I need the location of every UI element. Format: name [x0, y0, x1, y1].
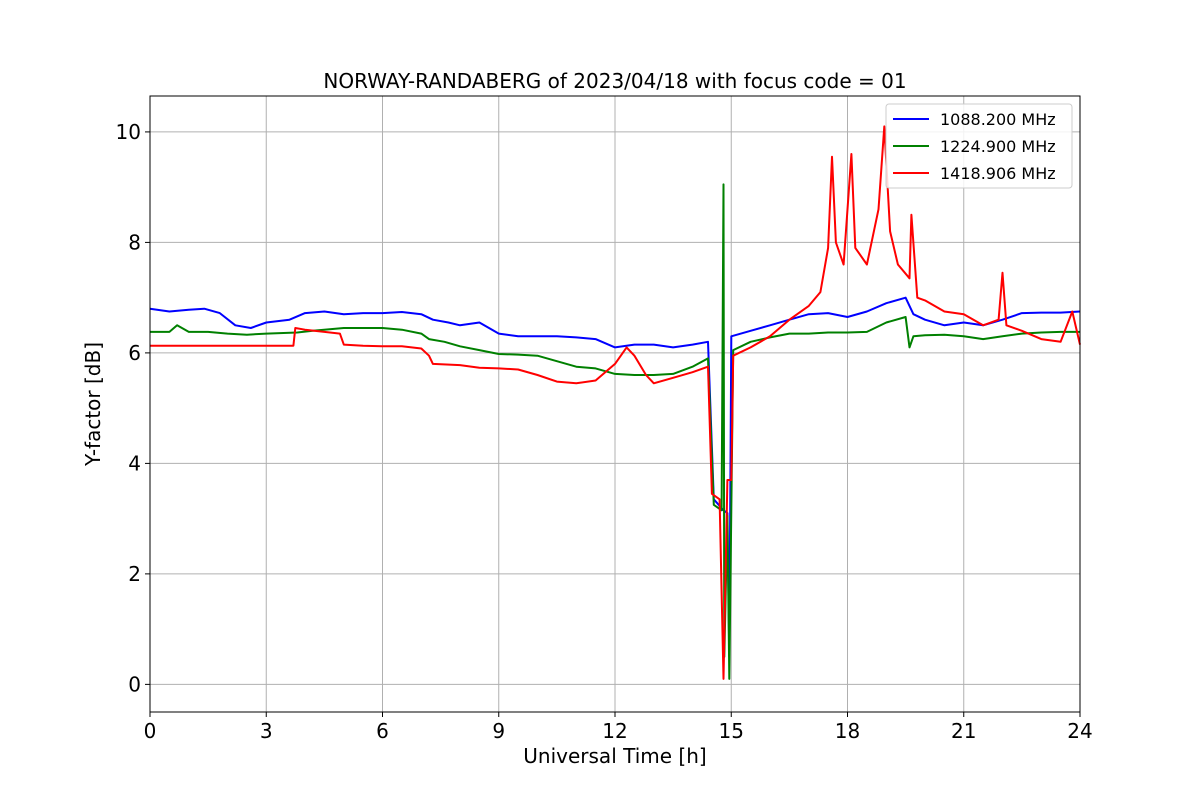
legend-box [885, 103, 1073, 189]
x-tick-label: 18 [835, 719, 860, 743]
series-group [149, 125, 1081, 680]
chart-title: NORWAY-RANDABERG of 2023/04/18 with focu… [323, 69, 906, 93]
x-tick-label: 9 [492, 719, 505, 743]
y-tick-label: 8 [128, 230, 141, 254]
x-tick-label: 3 [260, 719, 273, 743]
legend: 1088.200 MHz 1224.900 MHz 1418.906 MHz [885, 103, 1073, 189]
x-tick-label: 12 [602, 719, 627, 743]
legend-label-3: 1418.906 MHz [940, 164, 1056, 183]
y-tick-label: 2 [128, 562, 141, 586]
series-line-3 [150, 125, 1081, 680]
x-tick-label: 21 [951, 719, 976, 743]
y-axis-label: Y-factor [dB] [81, 342, 105, 467]
legend-label-2: 1224.900 MHz [940, 137, 1056, 156]
x-tick-label: 24 [1067, 719, 1092, 743]
y-tick-label: 0 [128, 672, 141, 696]
series-line-1 [149, 296, 1081, 658]
x-axis-label: Universal Time [h] [523, 744, 706, 768]
series-line-2 [150, 183, 1080, 680]
y-tick-label: 6 [128, 341, 141, 365]
x-tick-label: 6 [376, 719, 389, 743]
x-tick-label: 15 [719, 719, 744, 743]
y-tick-label: 4 [128, 451, 141, 475]
legend-label-1: 1088.200 MHz [940, 110, 1056, 129]
x-tick-label: 0 [144, 719, 157, 743]
y-tick-label: 10 [116, 120, 141, 144]
